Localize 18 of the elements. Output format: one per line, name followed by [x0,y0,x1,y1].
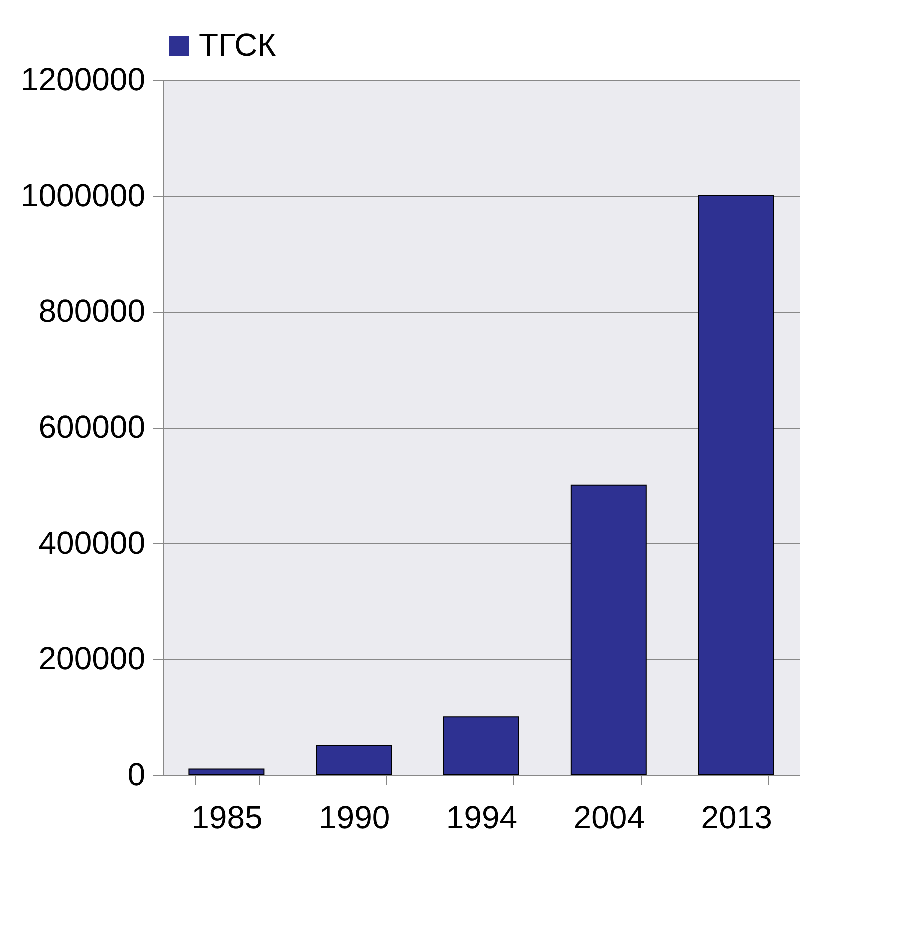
x-tick-label: 1994 [446,800,518,836]
y-tick-label: 800000 [38,293,146,330]
x-tick-label: 1990 [319,800,390,836]
y-tick-label: 1200000 [20,62,146,98]
y-tick-label: 0 [128,756,146,792]
y-tick-label: 1000000 [20,177,146,214]
bar [188,768,265,776]
x-tick-label: 2004 [574,800,645,836]
y-tick-label: 200000 [38,640,146,677]
y-tick-label: 600000 [38,409,146,445]
bar [570,484,647,776]
bar [444,716,520,776]
x-tick-label: 2013 [701,800,772,836]
bar [698,195,774,776]
legend-label: ТГСК [199,27,277,63]
y-tick-label: 400000 [38,524,146,561]
bar [316,746,392,776]
x-tick-label: 1985 [192,800,263,836]
